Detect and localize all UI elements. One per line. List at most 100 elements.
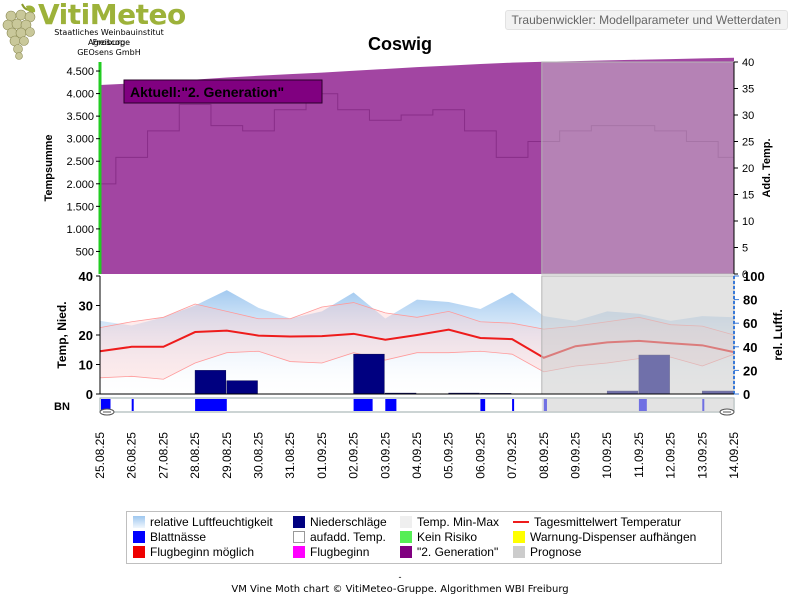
tick-label: 2.500 xyxy=(66,156,94,168)
x-tick-label: 10.09.25 xyxy=(600,432,614,479)
legend-item-leaf-wetness: Blattnässe xyxy=(133,530,206,545)
x-tick-label: 08.09.25 xyxy=(537,432,551,479)
legend-label: relative Luftfeuchtigkeit xyxy=(150,515,273,529)
legend-item-dispenser-warning: Warnung-Dispenser aufhängen xyxy=(513,530,696,545)
tick-label: 30 xyxy=(742,110,754,122)
generation-area xyxy=(100,57,734,275)
temperature-sum-panel: 500 1.000 1.500 2.000 2.500 3.000 3.500 4.000 4.… xyxy=(43,57,773,281)
x-tick-label: 07.09.25 xyxy=(505,432,519,479)
x-tick-label: 31.08.25 xyxy=(283,432,297,479)
precip-swatch xyxy=(293,516,305,528)
flight-possible-swatch xyxy=(133,546,145,558)
brand-name: VitiMeteo xyxy=(38,0,186,31)
x-tick-label: 29.08.25 xyxy=(220,432,234,479)
scroll-handle-left-icon[interactable] xyxy=(99,408,115,416)
legend-item-precipitation: Niederschläge xyxy=(293,515,387,530)
legend: relative Luftfeuchtigkeit Niederschläge … xyxy=(126,511,722,564)
generation-swatch xyxy=(400,546,412,558)
warning-swatch xyxy=(513,531,525,543)
legend-item-temp-min-max: Temp. Min-Max xyxy=(400,515,499,530)
legend-item-flight-possible: Flugbeginn möglich xyxy=(133,545,254,560)
tick-label: 1.000 xyxy=(66,224,94,236)
leaf-wetness-bar xyxy=(353,399,373,411)
tick-label: 4.000 xyxy=(66,89,94,101)
tick-label: 40 xyxy=(743,340,757,355)
footer-dash: - xyxy=(398,572,402,582)
legend-label: Blattnässe xyxy=(150,530,207,544)
tick-label: 4.500 xyxy=(66,66,94,78)
legend-label: Tagesmittelwert Temperatur xyxy=(534,515,682,529)
legend-label: "2. Generation" xyxy=(417,545,499,559)
brand-geosens: GEOsens GmbH xyxy=(77,48,141,57)
x-tick-label: 09.09.25 xyxy=(569,432,583,479)
tick-label: 20 xyxy=(742,163,754,175)
tick-label: 0 xyxy=(86,387,93,402)
legend-label: Flugbeginn xyxy=(310,545,370,559)
legend-label: Kein Risiko xyxy=(417,530,478,544)
tick-label: 0 xyxy=(743,387,750,402)
legend-label: Temp. Min-Max xyxy=(417,515,500,529)
legend-label: aufadd. Temp. xyxy=(310,530,386,544)
legend-item-added-temp: aufadd. Temp. xyxy=(293,530,386,545)
legend-label: Flugbeginn möglich xyxy=(150,545,255,559)
legend-item-mean-temp: Tagesmittelwert Temperatur xyxy=(513,515,681,530)
bottom-y2-axis-label: rel. Luftf. xyxy=(771,309,785,360)
precip-bar xyxy=(353,353,385,395)
addtemp-swatch xyxy=(293,531,305,543)
weather-panel: 0 10 20 30 40 0 20 40 60 80 100 Temp, Nied. rel. … xyxy=(55,269,785,402)
tick-label: 15 xyxy=(742,190,754,202)
tick-label: 500 xyxy=(76,246,94,258)
legend-label: Niederschläge xyxy=(310,515,387,529)
precip-bar xyxy=(226,380,258,395)
legend-label: Prognose xyxy=(530,545,582,559)
tick-label: 40 xyxy=(79,269,93,284)
top-y2-axis-label: Add. Temp. xyxy=(761,138,773,197)
brand-logo: VitiMeteo Staatliches Weinbauinstitut Fr… xyxy=(0,0,190,62)
footer-credit: VM Vine Moth chart © VitiMeteo-Gruppe. A… xyxy=(231,584,569,595)
grape-cluster-icon xyxy=(2,3,36,60)
tick-label: 10 xyxy=(742,216,754,228)
leaf-wetness-bar xyxy=(480,399,486,411)
x-tick-label: 30.08.25 xyxy=(252,432,266,479)
legend-item-second-generation: "2. Generation" xyxy=(400,545,498,560)
tick-label: 20 xyxy=(79,328,93,343)
x-tick-label: 05.09.25 xyxy=(442,432,456,479)
status-annotation: Aktuell:"2. Generation" xyxy=(130,84,284,100)
x-tick-label: 14.09.25 xyxy=(727,432,741,479)
leaf-wetness-bar xyxy=(101,399,111,411)
tick-label: 25 xyxy=(742,137,754,149)
tick-label: 20 xyxy=(743,363,757,378)
tick-label: 0 xyxy=(742,269,748,281)
bottom-left-ticks: 0 10 20 30 40 xyxy=(79,269,100,402)
leaf-wetness-bar xyxy=(385,399,397,411)
brand-agroscope: Agroscope xyxy=(87,38,131,47)
legend-item-forecast: Prognose xyxy=(513,545,581,560)
added-temperature-line xyxy=(100,93,734,185)
x-tick-label: 04.09.25 xyxy=(410,432,424,479)
tick-label: 1.500 xyxy=(66,201,94,213)
x-tick-label: 26.08.25 xyxy=(125,432,139,479)
leaf-wetness-strip: BN xyxy=(54,397,735,416)
top-y-axis-label: Tempsumme xyxy=(43,134,55,201)
humidity-swatch xyxy=(133,516,145,528)
tick-label: 80 xyxy=(743,293,757,308)
norisk-swatch xyxy=(400,531,412,543)
x-tick-label: 13.09.25 xyxy=(695,432,709,479)
scroll-handle-right-icon[interactable] xyxy=(719,408,735,416)
tick-label: 60 xyxy=(743,316,757,331)
top-left-ticks: 500 1.000 1.500 2.000 2.500 3.000 3.500 4.000 4.… xyxy=(66,66,100,258)
chart-title: Coswig xyxy=(367,34,432,54)
brand-institute: Staatliches Weinbauinstitut Freiburg xyxy=(54,28,164,47)
forecast-region-bottom xyxy=(541,275,735,395)
x-tick-label: 11.09.25 xyxy=(632,432,646,478)
tick-label: 2.000 xyxy=(66,179,94,191)
x-tick-label: 03.09.25 xyxy=(378,432,392,479)
x-tick-label: 01.09.25 xyxy=(315,432,329,479)
legend-item-flight-start: Flugbeginn xyxy=(293,545,369,560)
leaf-wetness-label: BN xyxy=(54,401,70,413)
forecast-region-strip xyxy=(541,398,734,412)
x-tick-label: 25.08.25 xyxy=(93,432,107,479)
top-right-ticks: 0 5 10 15 20 25 30 35 40 xyxy=(734,57,754,281)
legend-label: Warnung-Dispenser aufhängen xyxy=(530,530,697,544)
x-axis-dates: 25.08.25 26.08.25 27.08.25 28.08.25 29.08.25… xyxy=(93,432,741,479)
